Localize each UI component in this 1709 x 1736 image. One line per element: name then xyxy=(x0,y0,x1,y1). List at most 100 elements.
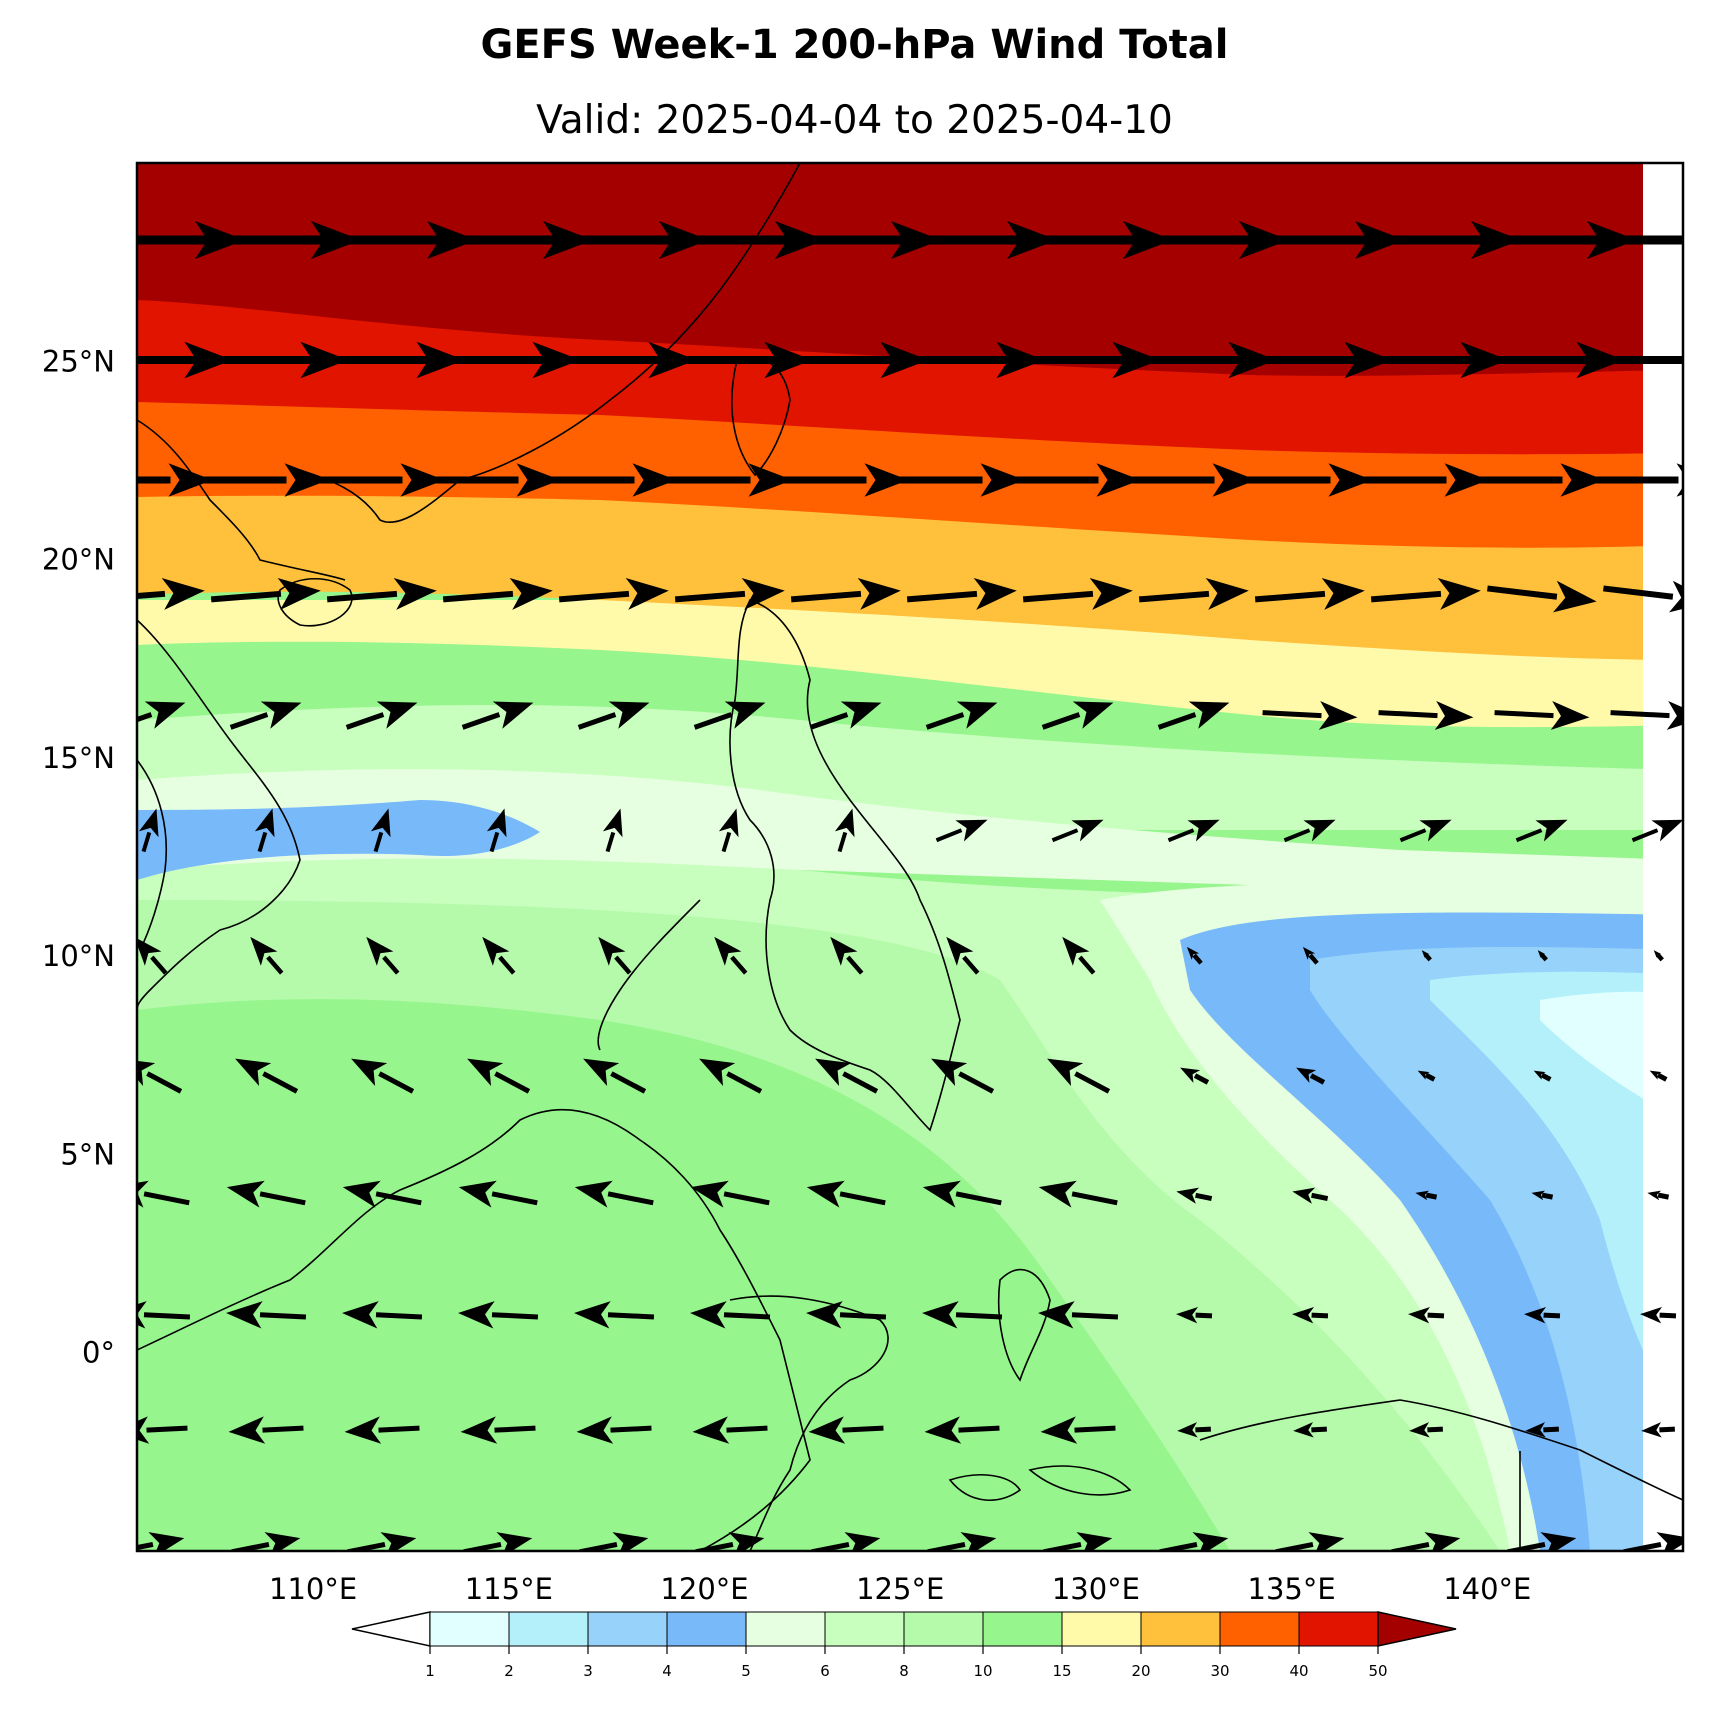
lat-tick-label: 20°N xyxy=(42,543,115,577)
field-band-over-50 xyxy=(137,163,1683,376)
wind-vector xyxy=(783,463,909,497)
wind-vector xyxy=(1537,950,1548,962)
wind-vector xyxy=(226,1301,307,1329)
lon-tick-label: 135°E xyxy=(1248,1572,1336,1606)
wind-vector xyxy=(790,578,901,610)
wind-vector xyxy=(1262,701,1358,730)
wind-vector xyxy=(583,1058,647,1094)
wind-vector xyxy=(1610,701,1683,730)
wind-vector xyxy=(254,808,275,853)
colorbar-segment xyxy=(903,1611,984,1647)
wind-vector xyxy=(693,701,766,730)
wind-vector xyxy=(351,1058,415,1094)
wind-vector xyxy=(574,1180,654,1208)
wind-vector xyxy=(226,1180,306,1208)
wind-vector xyxy=(946,936,980,975)
field-band-10-15-south xyxy=(137,999,1230,1551)
wind-vector xyxy=(558,578,669,610)
coast-borneo xyxy=(137,1108,811,1551)
lat-tick-label: 0° xyxy=(82,1336,115,1370)
wind-vector xyxy=(1494,701,1590,730)
wind-vector xyxy=(1167,819,1220,843)
colorbar-tick-label: 8 xyxy=(899,1662,909,1680)
lon-tick-labels: 110°E 115°E 120°E 125°E 130°E 135°E 140°E xyxy=(269,1572,1531,1606)
wind-vector xyxy=(809,701,882,730)
wind-vector xyxy=(1040,1416,1116,1444)
colorbar-tick-label: 50 xyxy=(1368,1662,1387,1680)
colorbar-tick-label: 10 xyxy=(973,1662,992,1680)
wind-vector xyxy=(1062,936,1096,975)
wind-vector xyxy=(1515,819,1568,843)
wind-vector xyxy=(1038,1180,1118,1208)
wind-vector xyxy=(1408,1306,1445,1324)
wind-vector xyxy=(551,463,677,497)
wind-vector xyxy=(1640,1306,1677,1324)
coast-halmahera xyxy=(997,1268,1051,1382)
lat-tick-labels: 25°N 20°N 15°N 10°N 5°N 0° xyxy=(42,344,115,1369)
wind-vector xyxy=(1022,578,1133,610)
wind-vector xyxy=(137,701,186,729)
wind-vector xyxy=(1296,1067,1326,1085)
wind-vector xyxy=(699,1058,763,1094)
wind-vector xyxy=(1563,235,1683,245)
wind-vector xyxy=(1575,356,1683,364)
wind-vector xyxy=(674,578,785,610)
map-subtitle: Valid: 2025-04-04 to 2025-04-10 xyxy=(536,98,1173,143)
wind-vector xyxy=(458,1180,538,1208)
colorbar-segment xyxy=(1140,1611,1221,1647)
wind-vector xyxy=(1293,1422,1327,1438)
wind-vector xyxy=(922,1301,1003,1329)
wind-vector xyxy=(137,1416,188,1444)
wind-vector xyxy=(235,1058,299,1094)
coast-taiwan xyxy=(731,356,791,477)
coast-china-south xyxy=(137,419,346,581)
coast-new-guinea xyxy=(1199,1399,1683,1501)
wind-vector xyxy=(435,463,561,497)
wind-vector xyxy=(1131,463,1257,497)
lon-tick-label: 110°E xyxy=(269,1572,357,1606)
wind-vector xyxy=(460,1416,536,1444)
wind-vector xyxy=(250,936,284,975)
colorbar-segment xyxy=(824,1611,905,1647)
wind-vector xyxy=(1531,1190,1554,1201)
wind-vector xyxy=(690,1301,771,1329)
coast-palawan xyxy=(597,899,701,1051)
lat-tick-label: 5°N xyxy=(60,1137,115,1171)
wind-vector xyxy=(1292,1187,1329,1204)
wind-vector xyxy=(667,463,793,497)
wind-vector xyxy=(1302,946,1319,965)
wind-vector xyxy=(834,808,855,853)
field-no-data-strip xyxy=(1643,163,1683,1551)
colorbar-segment xyxy=(982,1611,1063,1647)
wind-vector xyxy=(806,1180,886,1208)
lon-tick-label: 120°E xyxy=(660,1572,748,1606)
map-title: GEFS Week-1 200-hPa Wind Total xyxy=(480,22,1229,68)
wind-vector xyxy=(486,808,507,853)
coast-seram xyxy=(1028,1465,1132,1496)
wind-vector xyxy=(598,936,632,975)
wind-vector xyxy=(922,1180,1002,1208)
wind-vector xyxy=(1370,578,1481,610)
wind-vector xyxy=(137,1060,183,1094)
wind-vector xyxy=(1399,819,1452,843)
wind-vector xyxy=(1479,463,1605,497)
wind-vector xyxy=(1417,1070,1436,1082)
wind-vector xyxy=(1041,701,1114,730)
wind-vector xyxy=(326,578,437,610)
coast-buru xyxy=(948,1474,1022,1501)
wind-vector xyxy=(690,1180,770,1208)
wind-vector xyxy=(1254,578,1365,610)
wind-vector xyxy=(906,578,1017,610)
lon-tick-label: 125°E xyxy=(856,1572,944,1606)
wind-vector xyxy=(1649,1070,1668,1082)
colorbar-segment xyxy=(1298,1611,1379,1647)
wind-vector xyxy=(458,1301,539,1329)
wind-vector xyxy=(210,578,321,610)
colorbar-tick-label: 5 xyxy=(741,1662,751,1680)
colorbar-segment xyxy=(745,1611,826,1647)
wind-vector xyxy=(137,1180,190,1208)
wind-vector xyxy=(1047,1058,1111,1094)
wind-vector xyxy=(467,1058,531,1094)
wind-vector xyxy=(899,463,1025,497)
lon-tick-label: 130°E xyxy=(1052,1572,1140,1606)
